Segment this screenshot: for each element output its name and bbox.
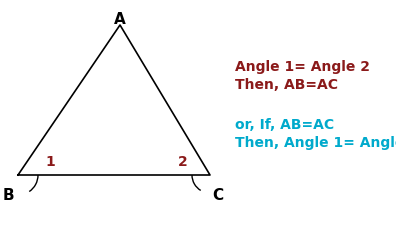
Text: B: B (2, 188, 14, 203)
Text: A: A (114, 12, 126, 27)
Text: Then, Angle 1= Angle 2: Then, Angle 1= Angle 2 (235, 136, 396, 150)
Text: 2: 2 (178, 155, 188, 169)
Text: Angle 1= Angle 2: Angle 1= Angle 2 (235, 60, 370, 74)
Text: C: C (212, 188, 224, 203)
Text: Then, AB=AC: Then, AB=AC (235, 78, 338, 92)
Text: or, If, AB=AC: or, If, AB=AC (235, 118, 334, 132)
Text: 1: 1 (45, 155, 55, 169)
